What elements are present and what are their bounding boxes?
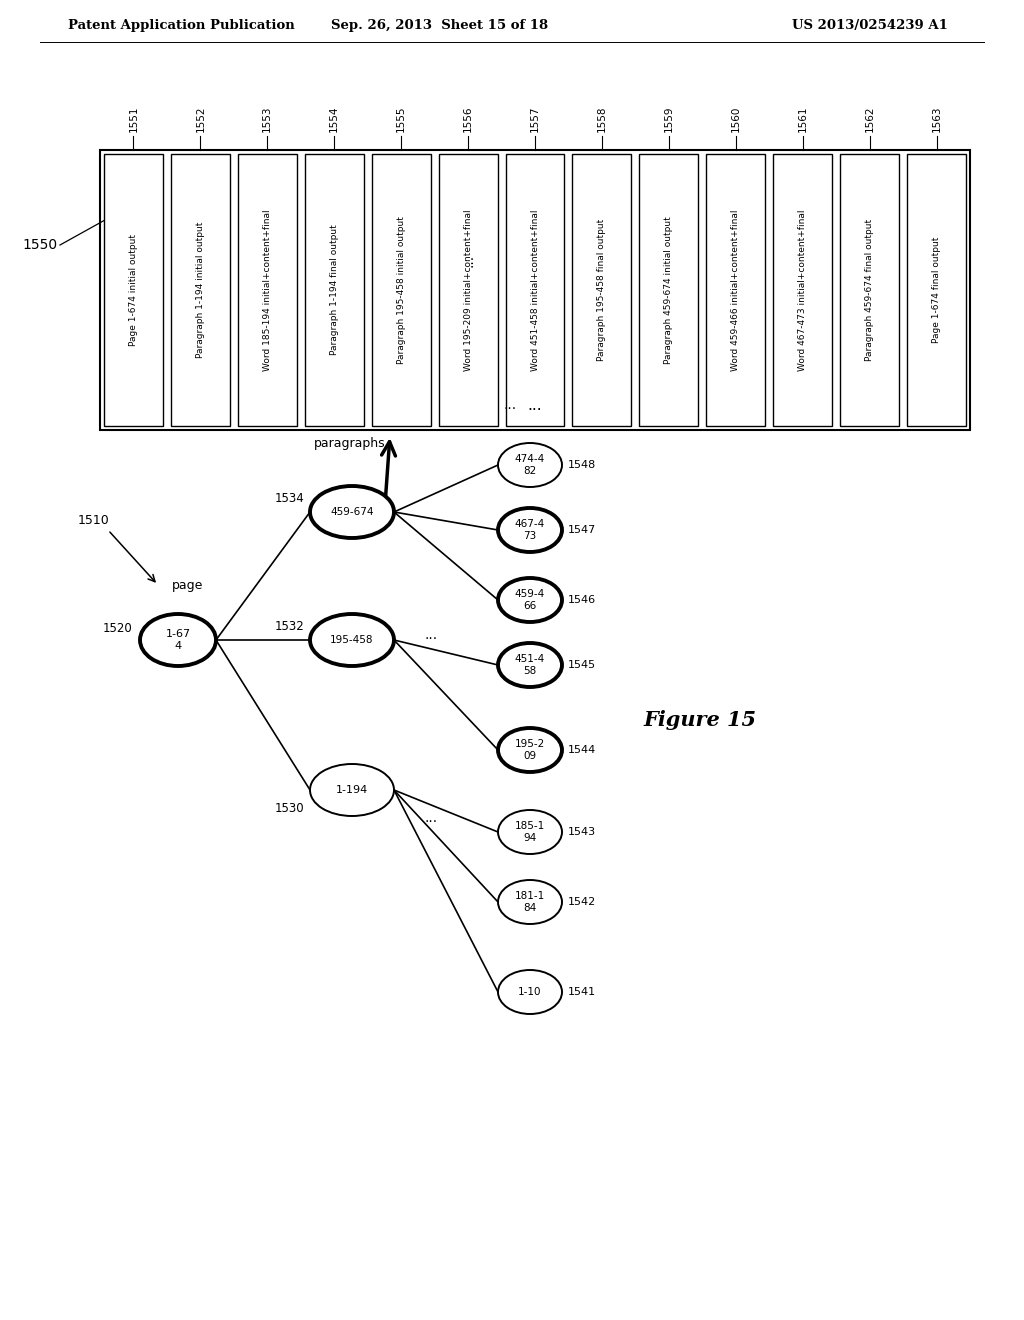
Text: Paragraph 195-458 initial output: Paragraph 195-458 initial output (396, 216, 406, 364)
Text: 195-2
09: 195-2 09 (515, 739, 545, 760)
Text: Word 467-473 initial+content+final: Word 467-473 initial+content+final (798, 210, 807, 371)
Bar (773, 154, 833, 426)
Bar (438, 154, 498, 426)
Bar (100, 150, 970, 430)
Text: 451-4
58: 451-4 58 (515, 655, 545, 676)
Text: words: words (510, 446, 523, 483)
Text: Sep. 26, 2013  Sheet 15 of 18: Sep. 26, 2013 Sheet 15 of 18 (332, 18, 549, 32)
Text: 1551: 1551 (128, 106, 138, 132)
Text: 467-4
73: 467-4 73 (515, 519, 545, 541)
Text: Paragraph 195-458 final output: Paragraph 195-458 final output (597, 219, 606, 362)
Ellipse shape (310, 614, 394, 667)
Text: 1547: 1547 (568, 525, 596, 535)
Text: 1534: 1534 (274, 491, 304, 504)
Text: 1555: 1555 (396, 106, 407, 132)
Ellipse shape (498, 643, 562, 686)
Text: 1559: 1559 (664, 106, 674, 132)
Text: 1541: 1541 (568, 987, 596, 997)
Text: 1550: 1550 (23, 238, 58, 252)
Bar (171, 154, 229, 426)
Text: 1530: 1530 (274, 801, 304, 814)
Text: ...: ... (424, 810, 437, 825)
Text: Paragraph 1-194 initial output: Paragraph 1-194 initial output (196, 222, 205, 358)
Text: ...: ... (504, 399, 516, 412)
Text: ...: ... (461, 253, 475, 267)
Text: 459-4
66: 459-4 66 (515, 589, 545, 611)
Ellipse shape (310, 764, 394, 816)
Ellipse shape (498, 970, 562, 1014)
Text: Patent Application Publication: Patent Application Publication (68, 18, 295, 32)
Text: 181-1
84: 181-1 84 (515, 891, 545, 913)
Bar (639, 154, 698, 426)
Text: Paragraph 459-674 final output: Paragraph 459-674 final output (865, 219, 874, 362)
Text: 1-194: 1-194 (336, 785, 368, 795)
Text: Paragraph 459-674 initial output: Paragraph 459-674 initial output (665, 216, 674, 364)
Text: ...: ... (424, 628, 437, 642)
Text: Page 1-674 initial output: Page 1-674 initial output (129, 234, 138, 346)
Text: 474-4
82: 474-4 82 (515, 454, 545, 475)
Text: 1544: 1544 (568, 744, 596, 755)
Text: 195-458: 195-458 (331, 635, 374, 645)
Text: Paragraph 1-194 final output: Paragraph 1-194 final output (330, 224, 339, 355)
Ellipse shape (498, 880, 562, 924)
Text: 1545: 1545 (568, 660, 596, 671)
Ellipse shape (498, 508, 562, 552)
Bar (238, 154, 297, 426)
Text: 1563: 1563 (932, 106, 941, 132)
Text: 1510: 1510 (78, 513, 110, 527)
Text: 1548: 1548 (568, 459, 596, 470)
Bar (506, 154, 564, 426)
Text: 1553: 1553 (262, 106, 272, 132)
Text: page: page (172, 579, 204, 591)
Text: 1-67
4: 1-67 4 (166, 630, 190, 651)
Bar (840, 154, 899, 426)
Text: Word 459-466 initial+content+final: Word 459-466 initial+content+final (731, 210, 740, 371)
Text: 1557: 1557 (530, 106, 540, 132)
Ellipse shape (498, 810, 562, 854)
Text: Word 195-209 initial+content+final: Word 195-209 initial+content+final (464, 209, 473, 371)
Text: 1561: 1561 (798, 106, 808, 132)
Text: ...: ... (527, 397, 543, 412)
Text: 1552: 1552 (196, 106, 206, 132)
Text: Word 451-458 initial+content+final: Word 451-458 initial+content+final (530, 210, 540, 371)
Text: 1562: 1562 (864, 106, 874, 132)
Text: 1558: 1558 (597, 106, 607, 132)
Ellipse shape (310, 486, 394, 539)
Text: 1546: 1546 (568, 595, 596, 605)
Bar (305, 154, 364, 426)
Text: Figure 15: Figure 15 (643, 710, 757, 730)
Ellipse shape (498, 729, 562, 772)
Bar (372, 154, 431, 426)
Bar (572, 154, 632, 426)
Text: 1556: 1556 (463, 106, 473, 132)
Text: 185-1
94: 185-1 94 (515, 821, 545, 842)
Text: Page 1-674 final output: Page 1-674 final output (932, 236, 941, 343)
Text: Word 185-194 initial+content+final: Word 185-194 initial+content+final (263, 209, 271, 371)
Bar (104, 154, 163, 426)
Text: 459-674: 459-674 (331, 507, 374, 517)
Text: 1560: 1560 (731, 106, 740, 132)
Text: 1520: 1520 (102, 622, 132, 635)
Text: 1532: 1532 (274, 619, 304, 632)
Text: 1554: 1554 (330, 106, 339, 132)
Text: 1542: 1542 (568, 898, 596, 907)
Text: 1-10: 1-10 (518, 987, 542, 997)
Text: 1543: 1543 (568, 828, 596, 837)
Ellipse shape (498, 578, 562, 622)
Bar (707, 154, 765, 426)
Ellipse shape (498, 444, 562, 487)
Ellipse shape (140, 614, 216, 667)
Bar (907, 154, 966, 426)
Text: US 2013/0254239 A1: US 2013/0254239 A1 (792, 18, 948, 32)
Text: paragraphs: paragraphs (314, 437, 386, 450)
